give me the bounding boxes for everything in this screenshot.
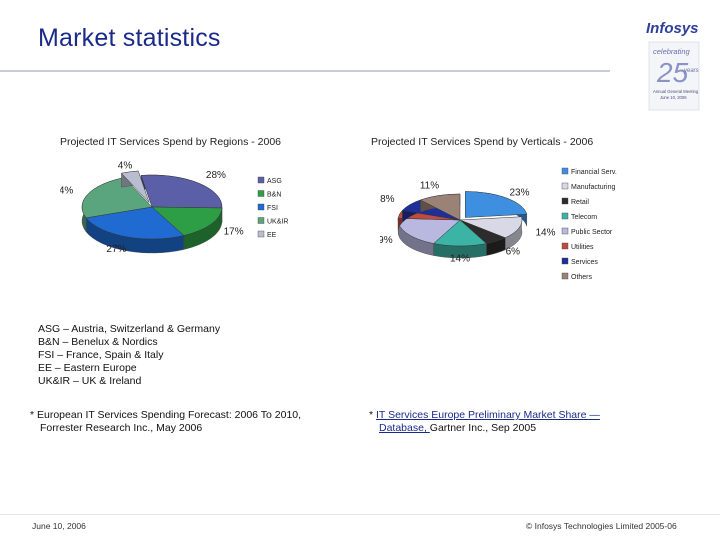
legend-label-financial-serv: Financial Serv. xyxy=(571,169,617,176)
logo-card xyxy=(648,41,700,111)
source-line: Gartner Inc., Sep 2005 xyxy=(429,422,537,434)
legend-label-manufacturing: Manufacturing xyxy=(571,184,615,191)
logo-caption: Annual General Meeting xyxy=(653,89,699,94)
legend-swatch-services xyxy=(561,257,569,265)
verticals-chart-title: Projected IT Services Spend by Verticals… xyxy=(371,136,594,148)
logo-tagline: celebrating xyxy=(653,47,691,56)
legend-label-asg: ASG xyxy=(267,178,282,185)
verticals-pie-labels: 23%14%6%14%19%5%8%11% xyxy=(380,181,556,265)
pie-label-ukandir: 24% xyxy=(60,186,73,197)
title-divider xyxy=(0,70,610,72)
infosys-25-years-logo: Infosys celebrating 25 years Annual Gene… xyxy=(646,20,700,111)
legend-label-utilities: Utilities xyxy=(571,244,594,251)
legend-swatch-ukandir xyxy=(257,217,265,224)
footer-date: June 10, 2006 xyxy=(32,521,86,531)
legend-label-ukandir: UK&IR xyxy=(267,219,288,226)
legend-swatch-retail xyxy=(561,197,569,205)
legend-swatch-financial-serv xyxy=(561,167,569,175)
pie-label-retail: 6% xyxy=(506,247,521,258)
verticals-pie-slices xyxy=(397,191,528,259)
source-note-forrester: * European IT Services Spending Forecast… xyxy=(30,409,301,435)
legend-label-ee: EE xyxy=(267,232,277,239)
legend-swatch-utilities xyxy=(561,242,569,250)
source-line: Forrester Research Inc., May 2006 xyxy=(40,422,203,434)
abbreviation-item: FSI – France, Spain & Italy xyxy=(38,349,164,361)
legend-swatch-fsi xyxy=(257,203,265,211)
legend-swatch-telecom xyxy=(561,212,569,220)
pie-label-services: 8% xyxy=(380,194,395,205)
footer-copyright: © Infosys Technologies Limited 2005-06 xyxy=(526,521,677,531)
source-note-gartner: * IT Services Europe Preliminary Market … xyxy=(369,409,600,435)
pie-slice-ukandir xyxy=(81,177,153,219)
legend-label-bandn: B&N xyxy=(267,192,281,199)
logo-brand: Infosys xyxy=(646,20,699,37)
verticals-pie-chart: 23%14%6%14%19%5%8%11% Financial Serv.Man… xyxy=(380,167,617,281)
legend-label-services: Services xyxy=(571,259,598,266)
slide-title: Market statistics xyxy=(38,24,221,52)
pie-slice-ee xyxy=(120,170,150,203)
gartner-source-link[interactable]: IT Services Europe Preliminary Market Sh… xyxy=(376,409,600,421)
logo-number: 25 xyxy=(656,57,689,88)
legend-label-fsi: FSI xyxy=(267,205,278,212)
pie-slice-fsi xyxy=(85,206,185,240)
pie-label-fsi: 27% xyxy=(106,244,126,255)
abbreviation-item: ASG – Austria, Switzerland & Germany xyxy=(38,323,221,335)
source-line: * European IT Services Spending Forecast… xyxy=(30,409,302,421)
logo-years: years xyxy=(683,68,699,74)
legend-label-telecom: Telecom xyxy=(571,214,597,221)
source-prefix: * xyxy=(369,409,377,421)
pie-label-manufacturing: 14% xyxy=(535,228,555,239)
legend-swatch-asg xyxy=(257,176,265,184)
pie-slice-others xyxy=(419,193,461,221)
abbreviation-item: UK&IR – UK & Ireland xyxy=(38,375,142,387)
pie-label-asg: 28% xyxy=(206,170,226,181)
pie-label-telecom: 14% xyxy=(450,254,470,265)
pie-label-bandn: 17% xyxy=(224,227,244,238)
legend-swatch-manufacturing xyxy=(561,182,569,190)
pie-label-public-sector: 19% xyxy=(380,235,393,246)
legend-swatch-public-sector xyxy=(561,227,569,235)
regions-chart-title: Projected IT Services Spend by Regions -… xyxy=(60,136,282,148)
abbreviation-item: EE – Eastern Europe xyxy=(38,362,137,374)
pie-slice-manufacturing xyxy=(459,216,523,239)
regions-legend: ASG B&N FSI UK&IR EE xyxy=(257,176,288,239)
legend-swatch-bandn xyxy=(257,190,265,197)
legend-label-retail: Retail xyxy=(571,199,589,206)
pie-slice-asg xyxy=(140,174,223,209)
legend-label-public-sector: Public Sector xyxy=(571,229,613,236)
gartner-source-link-cont[interactable]: Database, xyxy=(379,422,430,434)
legend-swatch-others xyxy=(561,272,569,280)
pie-label-ee: 4% xyxy=(118,161,133,172)
pie-slice-financial-serv xyxy=(465,191,528,218)
abbreviation-item: B&N – Benelux & Nordics xyxy=(38,336,158,348)
pie-slice-telecom xyxy=(433,219,487,247)
pie-label-others: 11% xyxy=(420,181,439,192)
legend-swatch-ee xyxy=(257,230,265,238)
abbreviation-list: ASG – Austria, Switzerland & Germany B&N… xyxy=(38,323,220,388)
verticals-legend: Financial Serv. Manufacturing Retail Teleco… xyxy=(561,167,617,281)
regions-pie-chart: 28% 17% 27% 24% 4% ASG B&N FSI UK&IR EE xyxy=(60,161,288,256)
pie-slice-bandn xyxy=(151,206,223,236)
regions-pie-slices xyxy=(81,170,223,254)
pie-label-financial-serv: 23% xyxy=(509,188,529,199)
legend-label-others: Others xyxy=(571,274,593,281)
footer-divider xyxy=(0,514,720,515)
regions-pie-labels: 28% 17% 27% 24% 4% xyxy=(60,161,244,256)
logo-caption-date: June 10, 2006 xyxy=(660,95,687,100)
